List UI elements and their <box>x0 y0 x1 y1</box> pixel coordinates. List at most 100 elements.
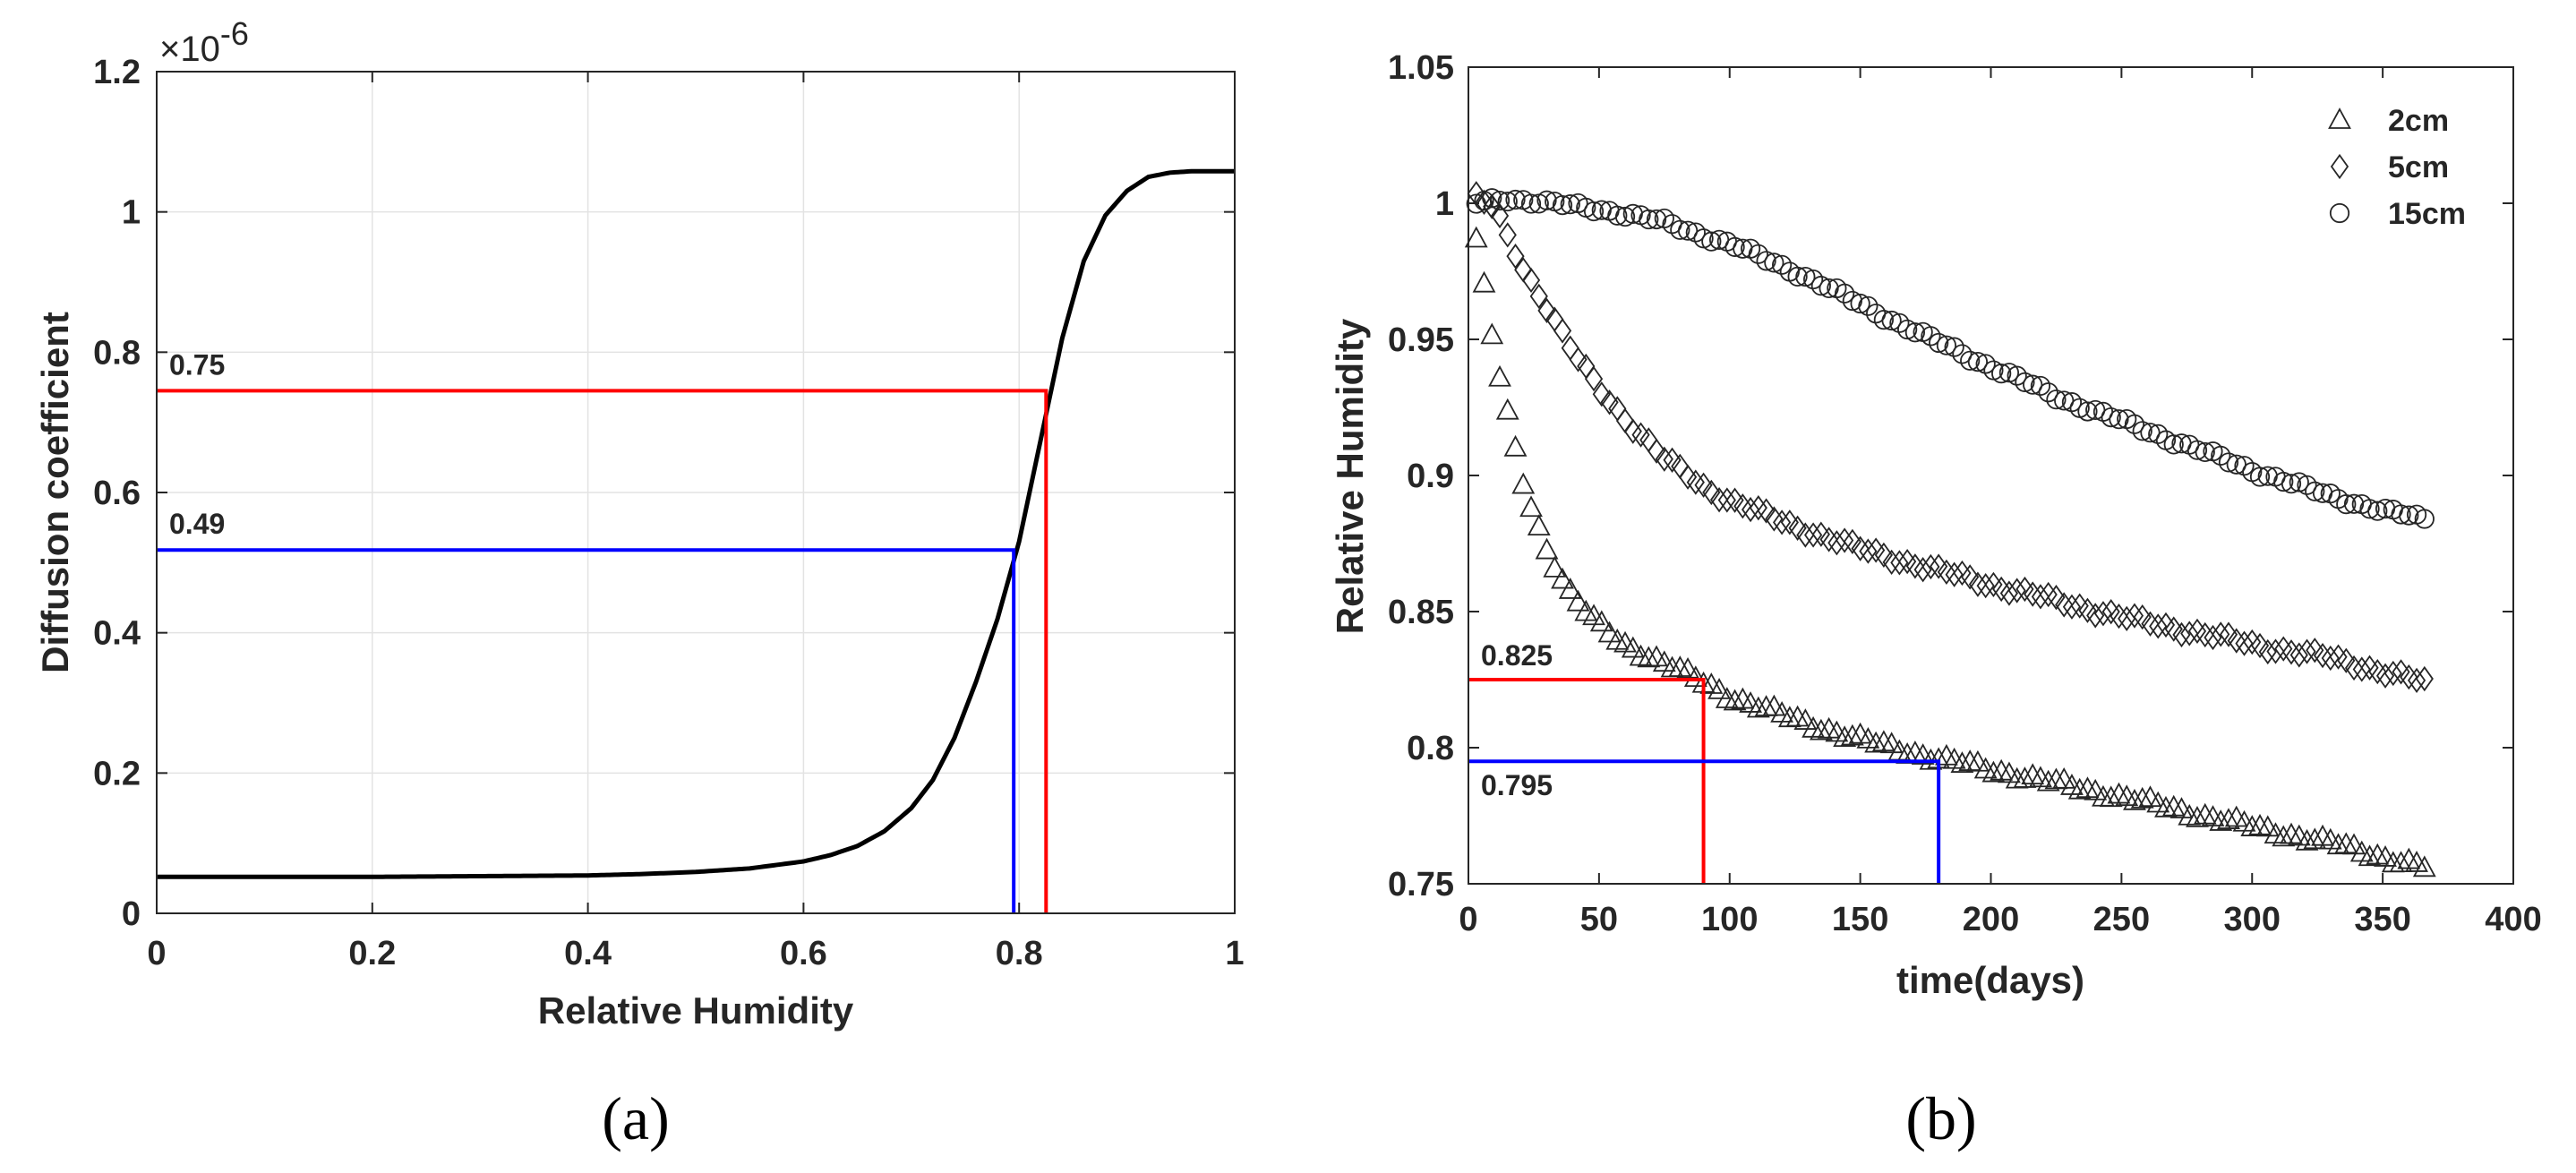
panel-b-point-2cm <box>1511 472 1536 494</box>
panel-b-point-15cm <box>1850 293 1870 314</box>
panel-b-reference-label: 0.795 <box>1481 769 1553 801</box>
panel-b-point-15cm <box>1772 254 1793 275</box>
panel-b-point-2cm <box>2295 828 2319 851</box>
panel-b-point-15cm <box>1724 236 1745 257</box>
panel-b-point-5cm <box>2313 642 2332 669</box>
panel-b-point-2cm <box>1965 749 1990 772</box>
panel-b-point-15cm <box>1607 205 1628 226</box>
panel-b-point-15cm <box>1536 190 1557 210</box>
panel-a-y-tick-label: 0.8 <box>93 334 141 372</box>
panel-b-point-2cm <box>2084 778 2108 801</box>
panel-b-point-5cm <box>2219 621 2238 647</box>
panel-b-point-15cm <box>2077 401 2098 422</box>
panel-b-point-5cm <box>1600 390 1619 415</box>
panel-b-point-15cm <box>1810 276 1831 296</box>
panel-b-point-2cm <box>2280 822 2303 844</box>
panel-b-point-2cm <box>1519 495 1543 518</box>
panel-b-point-5cm <box>1780 509 1799 535</box>
panel-b-point-5cm <box>1569 347 1588 372</box>
panel-b-point-5cm <box>1725 487 1744 513</box>
panel-b-point-5cm <box>2180 621 2199 646</box>
panel-b-point-15cm <box>2399 505 2419 526</box>
panel-a-y-multiplier: ×10-6 <box>159 15 249 69</box>
panel-a-y-tick-label: 1.2 <box>93 54 141 91</box>
panel-b-point-5cm <box>2125 603 2144 629</box>
panel-b-point-15cm <box>1991 364 2012 384</box>
panel-b-point-2cm <box>1871 730 1896 752</box>
panel-b-point-5cm <box>1702 479 1721 506</box>
panel-b-point-2cm <box>2169 797 2194 818</box>
panel-b-point-2cm <box>1582 604 1605 626</box>
panel-b-point-5cm <box>1827 530 1846 556</box>
panel-b-point-5cm <box>1921 553 1940 580</box>
panel-b-point-5cm <box>1961 564 1980 590</box>
panel-b-x-tick-label: 400 <box>2485 901 2541 938</box>
panel-b-legend: 2cm 5cm 15cm <box>2328 104 2466 231</box>
panel-b-x-ticks: 0 50 100 150 200 250 300 350 400 <box>1459 67 2542 938</box>
panel-b-point-2cm <box>2193 802 2217 825</box>
panel-b-point-5cm <box>1709 487 1729 513</box>
panel-b-point-2cm <box>2123 788 2146 810</box>
panel-b-point-5cm <box>1836 527 1854 553</box>
panel-b-point-15cm <box>2187 440 2208 460</box>
panel-b-point-5cm <box>2118 605 2136 631</box>
panel-b-point-5cm <box>1663 447 1682 473</box>
panel-b-point-5cm <box>1976 572 1995 599</box>
panel-b-point-5cm <box>1772 509 1792 535</box>
panel-a-x-ticks: 0 0.2 0.4 0.6 0.8 1 <box>147 72 1245 972</box>
panel-b-point-15cm <box>1552 195 1573 216</box>
panel-b-point-2cm <box>1723 689 1747 711</box>
panel-b-point-5cm <box>1788 515 1807 541</box>
panel-b-point-2cm <box>1551 567 1574 589</box>
panel-b-point-15cm <box>1701 231 1722 252</box>
panel-b-point-2cm <box>2052 766 2076 789</box>
panel-b-point-15cm <box>1497 191 1518 212</box>
panel-a-y-tick-label: 0.2 <box>93 755 141 792</box>
panel-b-point-2cm <box>2130 786 2154 809</box>
panel-b-point-15cm <box>1881 310 1902 331</box>
panel-b-point-2cm <box>2013 766 2037 788</box>
panel-b-x-tick-label: 200 <box>1963 901 2019 938</box>
panel-b-point-15cm <box>1897 319 1918 340</box>
panel-b-point-5cm <box>2093 601 2113 627</box>
panel-b-point-5cm <box>2298 638 2316 664</box>
panel-b-point-2cm <box>1746 696 1770 718</box>
panel-a-series-line <box>157 168 1235 879</box>
panel-a-x-tick-label: 0.8 <box>996 935 1043 972</box>
panel-b-point-15cm <box>1904 322 1925 343</box>
panel-b-point-5cm <box>1859 538 1878 564</box>
panel-b-point-2cm <box>2255 815 2280 837</box>
panel-b-point-5cm <box>1999 580 2019 606</box>
panel-b-point-5cm <box>2289 642 2308 668</box>
panel-b-point-2cm <box>2248 813 2272 835</box>
panel-a-reference-label: 0.75 <box>169 348 225 381</box>
panel-a-x-tick-label: 1 <box>1225 935 1244 972</box>
panel-b-point-2cm <box>2209 809 2233 831</box>
panel-b-point-5cm <box>1584 365 1604 392</box>
panel-b-point-2cm <box>1535 537 1559 560</box>
panel-b-point-5cm <box>1694 472 1713 498</box>
panel-b-point-5cm <box>1913 557 1932 583</box>
panel-b-point-15cm <box>1756 251 1776 271</box>
panel-b-point-2cm <box>1558 578 1582 599</box>
panel-b-point-2cm <box>1543 555 1567 578</box>
panel-b-point-2cm <box>1637 646 1661 668</box>
panel-a-y-axis-label: Diffusion coefficient <box>34 312 76 673</box>
panel-b-point-15cm <box>2030 375 2051 397</box>
panel-a-x-tick-label: 0.6 <box>780 935 827 972</box>
panel-b-point-2cm <box>1676 656 1699 679</box>
panel-b-point-5cm <box>2149 613 2168 639</box>
panel-b-point-2cm <box>2342 833 2366 855</box>
panel-b-point-15cm <box>2359 499 2380 519</box>
panel-b-point-2cm <box>2272 825 2296 847</box>
panel-b-point-2cm <box>1864 731 1888 753</box>
panel-b-y-tick-label: 0.9 <box>1407 458 1454 495</box>
panel-a-x-axis-label: Relative Humidity <box>538 989 854 1032</box>
panel-b-point-5cm <box>2266 638 2285 664</box>
panel-b-point-15cm <box>1967 351 1989 372</box>
panel-b-point-15cm <box>2367 501 2388 521</box>
panel-b-point-5cm <box>1498 222 1517 248</box>
panel-b-point-2cm <box>2178 803 2202 826</box>
panel-b-point-2cm <box>2326 833 2350 855</box>
panel-b-point-2cm <box>2186 805 2209 827</box>
